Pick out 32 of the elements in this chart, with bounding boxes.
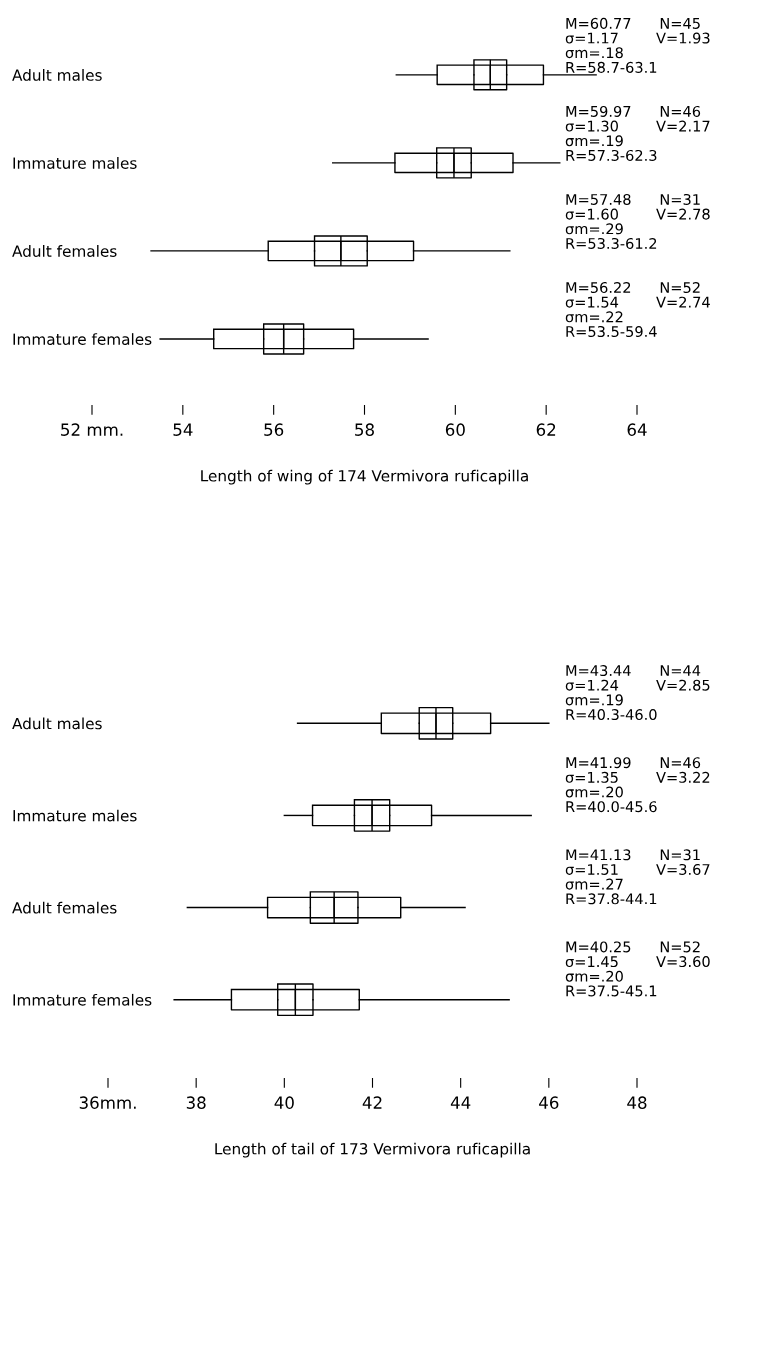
x-tick-label: 64: [627, 423, 647, 436]
x-axis-title: Length of tail of 173 Vermivora ruficapilla: [215, 1142, 530, 1158]
x-tick-label: 36mm.: [79, 1096, 136, 1109]
x-tick-label: 58: [355, 423, 374, 436]
y-tick-label: Adult females: [12, 245, 117, 257]
x-tick-label: 62: [536, 423, 556, 436]
x-tick-label: 52 mm.: [61, 423, 123, 436]
x-axis-title: Length of wing of 174 Vermivora ruficapilla: [201, 469, 528, 485]
y-tick-label: Immature females: [13, 993, 152, 1006]
annotation: M=56.22 N=52 σ=1.54 V=2.74 σm=.22 R=53.5-59.4: [565, 281, 710, 338]
y-tick-label: Adult males: [12, 717, 102, 730]
x-tick-label: 40: [274, 1096, 294, 1109]
y-tick-label: Adult males: [12, 69, 102, 81]
y-tick-label: Immature females: [13, 333, 152, 345]
annotation: M=41.99 N=46 σ=1.35 V=3.22 σm=.20 R=40.0-45.6: [565, 757, 710, 813]
x-tick-label: 60: [445, 423, 465, 436]
annotation: M=59.97 N=46 σ=1.30 V=2.17 σm=.19 R=57.3-62.3: [565, 105, 710, 161]
annotation: M=60.77 N=45 σ=1.17 V=1.93 σm=.18 R=58.7-63.1: [565, 17, 710, 73]
x-tick-label: 48: [627, 1096, 647, 1109]
x-tick-label: 42: [362, 1096, 382, 1109]
x-tick-label: 44: [450, 1096, 471, 1109]
x-tick-label: 54: [173, 423, 193, 436]
y-tick-label: Adult females: [12, 901, 117, 914]
x-tick-label: 56: [264, 423, 284, 436]
y-tick-label: Immature males: [13, 157, 137, 169]
x-tick-label: 38: [186, 1096, 206, 1109]
annotation: M=41.13 N=31 σ=1.51 V=3.67 σm=.27 R=37.8-44.1: [565, 849, 710, 905]
annotation: M=57.48 N=31 σ=1.60 V=2.78 σm=.29 R=53.3-61.2: [565, 193, 710, 249]
annotation: M=40.25 N=52 σ=1.45 V=3.60 σm=.20 R=37.5-45.1: [565, 941, 710, 997]
y-tick-label: Immature males: [13, 809, 137, 822]
annotation: M=43.44 N=44 σ=1.24 V=2.85 σm=.19 R=40.3-46.0: [565, 665, 710, 721]
x-tick-label: 46: [539, 1096, 559, 1109]
